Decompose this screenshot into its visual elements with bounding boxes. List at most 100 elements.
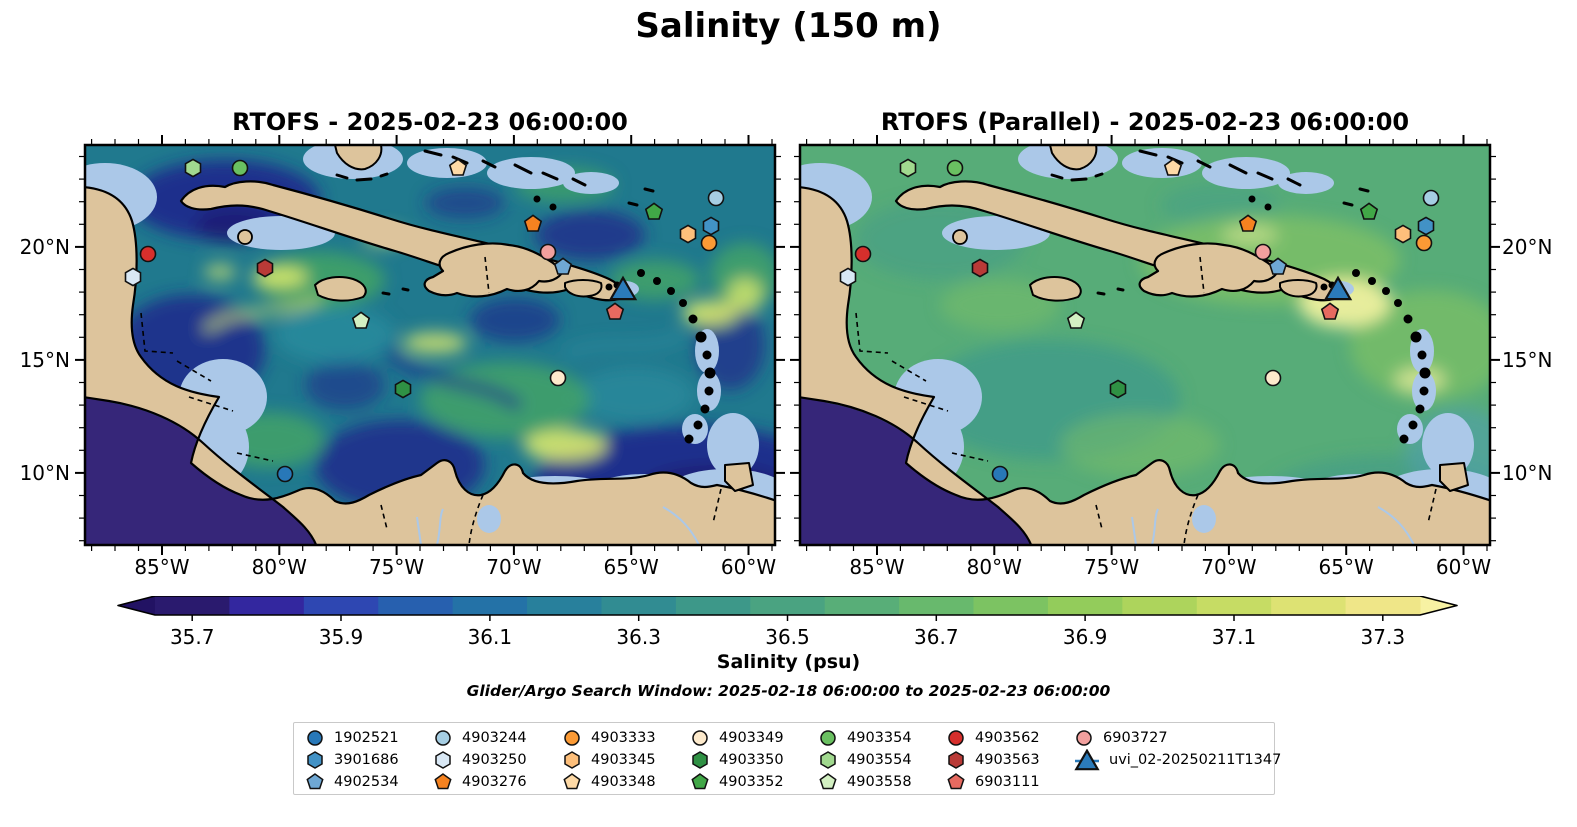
lon-label-right-80w: 80°W [966, 555, 1022, 579]
island-trinidad [1439, 462, 1469, 492]
legend-label: 4903558 [847, 774, 912, 790]
lat-label-left-15n: 15°N [19, 347, 70, 372]
colorbar [100, 595, 1477, 626]
circle-marker-icon [692, 730, 708, 746]
hexagon-marker-icon [692, 751, 708, 769]
island-hispaniola [423, 242, 565, 298]
colorbar-tick-37.3: 37.3 [1360, 625, 1406, 649]
pentagon-marker-icon [434, 773, 452, 790]
lon-label-left-75w: 75°W [368, 555, 425, 579]
colorbar-tick-36.7: 36.7 [914, 625, 959, 649]
circle-marker-icon [1076, 730, 1092, 746]
legend-entry-3901686: 3901686 [305, 749, 399, 771]
lon-label-right-60w: 60°W [1435, 555, 1492, 579]
island-puerto-rico [1279, 279, 1318, 298]
legend-label: 4903276 [462, 774, 527, 790]
circle-marker-icon [564, 730, 580, 746]
lon-label-right-85w: 85°W [849, 555, 905, 579]
country-borders [855, 256, 1437, 545]
legend-entry-4903348: 4903348 [562, 771, 656, 793]
legend-entry-4903352: 4903352 [690, 771, 784, 793]
legend-entry-4902534: 4902534 [305, 771, 399, 793]
legend-entry-4903554: 4903554 [818, 749, 912, 771]
platform-markers [839, 158, 1440, 483]
island-hispaniola [1138, 242, 1280, 298]
colorbar-tick-37.1: 37.1 [1211, 625, 1257, 649]
lon-label-right-75w: 75°W [1083, 555, 1140, 579]
legend-label: 6903111 [975, 774, 1040, 790]
legend-label: uvi_02-20250211T1347 [1109, 752, 1282, 768]
legend-label: 4903333 [591, 730, 656, 746]
island-isla-juventud [237, 229, 253, 245]
legend-entry-4903562: 4903562 [946, 727, 1040, 749]
colorbar-svg [117, 595, 1458, 621]
legend-entry-4903558: 4903558 [818, 771, 912, 793]
legend-entry-4903276: 4903276 [433, 771, 527, 793]
circle-marker-icon [307, 730, 323, 746]
legend-entry-4903250: 4903250 [433, 749, 527, 771]
legend-label: 6903727 [1103, 730, 1168, 746]
legend-entry-4903349: 4903349 [690, 727, 784, 749]
island-jamaica [314, 276, 367, 302]
legend-label: 4903244 [462, 730, 527, 746]
legend-label: 4903354 [847, 730, 912, 746]
island-jamaica [1029, 276, 1082, 302]
pentagon-marker-icon [563, 773, 581, 790]
legend-label: 4903250 [462, 752, 527, 768]
circle-marker-icon [820, 730, 836, 746]
legend-entry-6903111: 6903111 [946, 771, 1040, 793]
lat-label-left-20n: 20°N [19, 234, 70, 259]
legend-label: 4903554 [847, 752, 912, 768]
legend-label: 4903352 [719, 774, 784, 790]
map-svg-right [790, 135, 1500, 555]
circle-marker-icon [948, 730, 964, 746]
lon-label-left-85w: 85°W [134, 555, 190, 579]
glider-marker-icon [1074, 749, 1100, 771]
legend-entry-4903333: 4903333 [562, 727, 656, 749]
florida-tip [334, 145, 383, 171]
lake-maracaibo [477, 505, 501, 533]
rivers [1131, 506, 1415, 545]
colorbar-tick-36.1: 36.1 [467, 625, 513, 649]
legend-entry-1902521: 1902521 [305, 727, 399, 749]
axis-ticks [790, 135, 1500, 555]
rivers [416, 506, 700, 545]
colorbar-tick-35.7: 35.7 [169, 625, 215, 649]
pentagon-marker-icon [819, 773, 837, 790]
legend-entry-4903345: 4903345 [562, 749, 656, 771]
circle-marker-icon [435, 730, 451, 746]
subplot-title-rtofs: RTOFS - 2025-02-23 06:00:00 [232, 108, 628, 136]
legend-entry-uvi_02-20250211T1347: uvi_02-20250211T1347 [1074, 749, 1281, 771]
lon-label-left-60w: 60°W [720, 555, 777, 579]
lat-label-left-10n: 10°N [19, 460, 70, 485]
legend-label: 3901686 [334, 752, 399, 768]
lon-label-left-70w: 70°W [486, 555, 542, 579]
pentagon-marker-icon [691, 773, 709, 790]
legend: 1902521 3901686 4902534 4903244 4903250 … [293, 722, 1281, 795]
lat-label-right-15n: 15°N [1502, 347, 1553, 372]
legend-entry-6903727: 6903727 [1074, 727, 1168, 749]
hexagon-marker-icon [307, 751, 323, 769]
map-rtofs [75, 135, 785, 555]
legend-label: 4902534 [334, 774, 399, 790]
figure-title: Salinity (150 m) [635, 6, 942, 46]
legend-entry-4903354: 4903354 [818, 727, 912, 749]
lat-label-right-20n: 20°N [1502, 234, 1553, 259]
legend-entry-4903244: 4903244 [433, 727, 527, 749]
map-rtofs-parallel [790, 135, 1500, 555]
legend-label: 4903345 [591, 752, 656, 768]
axis-ticks [75, 135, 785, 555]
colorbar-label: Salinity (psu) [716, 651, 861, 673]
pentagon-marker-icon [947, 773, 965, 790]
colorbar-tick-36.5: 36.5 [765, 625, 810, 649]
legend-label: 4903350 [719, 752, 784, 768]
map-svg-left [75, 135, 785, 555]
colorbar-tick-36.3: 36.3 [616, 625, 661, 649]
island-trinidad [724, 462, 754, 492]
lon-label-right-65w: 65°W [1318, 555, 1374, 579]
florida-tip [1049, 145, 1098, 171]
lake-maracaibo [1192, 505, 1216, 533]
hexagon-marker-icon [820, 751, 836, 769]
legend-label: 1902521 [334, 730, 399, 746]
